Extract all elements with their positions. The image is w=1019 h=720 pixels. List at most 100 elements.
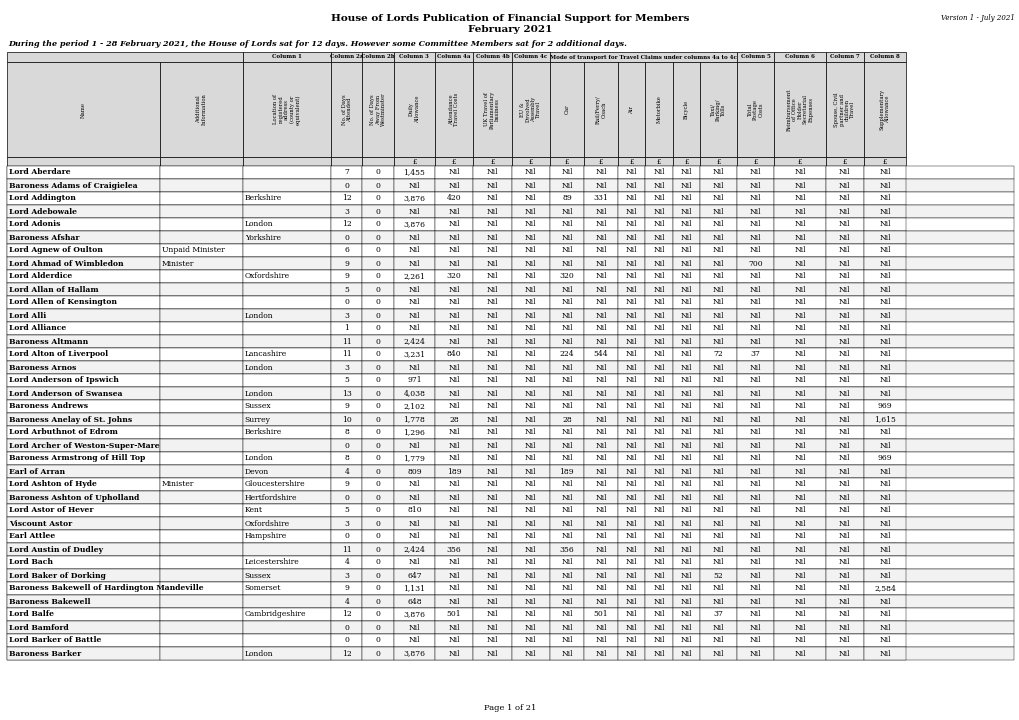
- Bar: [7, 296, 160, 309]
- Text: Nil: Nil: [652, 364, 664, 372]
- Bar: [243, 322, 331, 335]
- Text: Nil: Nil: [839, 233, 850, 241]
- Text: 331: 331: [593, 194, 608, 202]
- Text: Earl Attlee: Earl Attlee: [9, 533, 55, 541]
- Bar: [737, 634, 773, 647]
- Bar: [737, 270, 773, 283]
- Text: Nil: Nil: [525, 454, 536, 462]
- Text: 320: 320: [446, 272, 461, 281]
- Bar: [699, 517, 737, 530]
- Text: Nil: Nil: [525, 272, 536, 281]
- Bar: [7, 582, 1013, 595]
- Text: 5: 5: [344, 506, 348, 515]
- Text: Nil: Nil: [749, 325, 761, 333]
- Text: 356: 356: [559, 546, 574, 554]
- Bar: [825, 413, 863, 426]
- Text: Nil: Nil: [749, 441, 761, 449]
- Text: Nil: Nil: [448, 506, 460, 515]
- Text: Nil: Nil: [486, 312, 497, 320]
- Text: Lord Anderson of Swansea: Lord Anderson of Swansea: [9, 390, 122, 397]
- Bar: [511, 361, 549, 374]
- Bar: [331, 361, 362, 374]
- Text: 0: 0: [375, 246, 380, 254]
- Bar: [160, 608, 243, 621]
- Bar: [393, 595, 434, 608]
- Bar: [699, 257, 737, 270]
- Bar: [331, 283, 362, 296]
- Bar: [825, 335, 863, 348]
- Bar: [7, 192, 1013, 205]
- Text: Nil: Nil: [878, 649, 890, 657]
- Text: Nil: Nil: [626, 480, 637, 488]
- Text: Nil: Nil: [652, 520, 664, 528]
- Bar: [699, 270, 737, 283]
- Bar: [618, 400, 645, 413]
- Text: Nil: Nil: [626, 649, 637, 657]
- Text: 2,584: 2,584: [873, 585, 895, 593]
- Text: Nil: Nil: [712, 454, 723, 462]
- Bar: [825, 244, 863, 257]
- Text: Nil: Nil: [680, 454, 691, 462]
- Text: Nil: Nil: [560, 220, 572, 228]
- Text: £: £: [753, 158, 757, 166]
- Text: Lord Alderdice: Lord Alderdice: [9, 272, 72, 281]
- Text: Yorkshire: Yorkshire: [245, 233, 280, 241]
- Text: Nil: Nil: [560, 338, 572, 346]
- Text: Nil: Nil: [486, 402, 497, 410]
- Bar: [737, 157, 773, 166]
- Bar: [825, 478, 863, 491]
- Bar: [331, 569, 362, 582]
- Text: Nil: Nil: [560, 286, 572, 294]
- Bar: [825, 595, 863, 608]
- Bar: [584, 543, 618, 556]
- Bar: [160, 192, 243, 205]
- Bar: [7, 244, 160, 257]
- Text: Nil: Nil: [626, 259, 637, 268]
- Text: Nil: Nil: [486, 286, 497, 294]
- Text: No. of Days
Away From
Westminster: No. of Days Away From Westminster: [370, 93, 385, 126]
- Text: Nil: Nil: [560, 168, 572, 176]
- Text: 0: 0: [375, 493, 380, 502]
- Text: 3: 3: [344, 364, 350, 372]
- Text: Nil: Nil: [486, 624, 497, 631]
- Bar: [7, 491, 1013, 504]
- Text: 0: 0: [375, 220, 380, 228]
- Bar: [584, 634, 618, 647]
- Bar: [645, 335, 672, 348]
- Text: Nil: Nil: [486, 585, 497, 593]
- Bar: [434, 374, 473, 387]
- Text: Nil: Nil: [560, 480, 572, 488]
- Bar: [645, 569, 672, 582]
- Text: Baroness Ashton of Upholland: Baroness Ashton of Upholland: [9, 493, 140, 502]
- Bar: [618, 205, 645, 218]
- Bar: [393, 634, 434, 647]
- Text: Nil: Nil: [839, 181, 850, 189]
- Text: Nil: Nil: [680, 168, 691, 176]
- Bar: [473, 582, 511, 595]
- Bar: [645, 309, 672, 322]
- Text: Nil: Nil: [560, 649, 572, 657]
- Bar: [331, 556, 362, 569]
- Text: Nil: Nil: [680, 402, 691, 410]
- Text: 28: 28: [561, 415, 572, 423]
- Text: Nil: Nil: [486, 233, 497, 241]
- Text: Attendance
Travel Costs: Attendance Travel Costs: [448, 93, 459, 126]
- Bar: [511, 283, 549, 296]
- Bar: [393, 52, 434, 62]
- Text: Nil: Nil: [448, 402, 460, 410]
- Bar: [737, 374, 773, 387]
- Text: Nil: Nil: [680, 649, 691, 657]
- Text: Nil: Nil: [878, 520, 890, 528]
- Text: Nil: Nil: [878, 546, 890, 554]
- Bar: [825, 452, 863, 465]
- Bar: [825, 322, 863, 335]
- Text: Nil: Nil: [595, 207, 606, 215]
- Bar: [645, 387, 672, 400]
- Bar: [331, 426, 362, 439]
- Bar: [737, 439, 773, 452]
- Bar: [511, 179, 549, 192]
- Bar: [737, 595, 773, 608]
- Bar: [645, 413, 672, 426]
- Bar: [473, 374, 511, 387]
- Text: Nil: Nil: [409, 441, 420, 449]
